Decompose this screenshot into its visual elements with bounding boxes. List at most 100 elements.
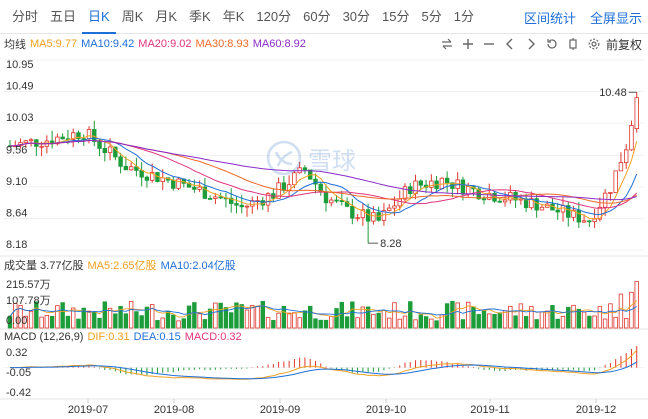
candle-body xyxy=(334,199,339,202)
volume-bar xyxy=(76,318,81,329)
arrow-right-icon[interactable] xyxy=(523,36,539,52)
volume-bar xyxy=(113,313,118,329)
volume-bar xyxy=(339,301,344,329)
volume-bar xyxy=(581,311,587,329)
candle-body xyxy=(81,138,86,141)
reset-icon[interactable] xyxy=(544,36,560,52)
candle-body xyxy=(571,209,576,218)
volume-bar xyxy=(592,315,597,329)
volume-bar xyxy=(207,308,213,329)
candle-style-icon[interactable] xyxy=(565,36,581,52)
macd-dea: DEA:0.15 xyxy=(133,331,181,343)
volume-bar xyxy=(392,302,397,329)
volume-bar xyxy=(255,306,260,329)
price-tick-label: 8.64 xyxy=(6,207,27,219)
volume-bar xyxy=(65,315,71,329)
volume-bar xyxy=(292,312,297,329)
candle-body xyxy=(86,129,92,140)
candle-body xyxy=(465,186,471,195)
zoom-in-icon[interactable] xyxy=(460,36,476,52)
candle-body xyxy=(371,212,376,222)
volume-bar xyxy=(529,306,534,329)
volume-bar xyxy=(186,305,192,329)
tab-9[interactable]: 30分 xyxy=(342,9,371,24)
tab-6[interactable]: 年K xyxy=(222,9,245,24)
tab-10[interactable]: 15分 xyxy=(382,9,410,24)
candle-body xyxy=(418,180,423,186)
volume-bar xyxy=(202,319,208,329)
candle-body xyxy=(613,170,618,193)
candle-body xyxy=(176,178,181,189)
range-stats-button[interactable]: 区间统计 xyxy=(523,10,576,26)
volume-bar xyxy=(71,307,76,329)
adjust-mode-select[interactable]: 前复权 xyxy=(605,37,642,52)
volume-ma5-line xyxy=(9,300,637,319)
volume-bar xyxy=(481,309,487,329)
arrow-left-icon[interactable] xyxy=(502,36,518,52)
volume-bar xyxy=(165,310,171,329)
tab-0[interactable]: 分时 xyxy=(12,9,39,24)
watermark-text: 雪球 xyxy=(308,146,356,175)
candle-body xyxy=(265,193,271,206)
swap-icon[interactable] xyxy=(439,36,455,52)
volume-bar xyxy=(244,309,250,329)
volume-bar xyxy=(613,316,618,329)
volume-bar xyxy=(413,319,418,329)
candle-body xyxy=(244,205,250,208)
candle-body xyxy=(281,182,287,191)
volume-bar xyxy=(92,311,97,329)
candle-body xyxy=(597,206,603,220)
tab-2[interactable]: 日K xyxy=(82,0,116,34)
tab-3[interactable]: 周K xyxy=(121,9,144,24)
zoom-out-icon[interactable] xyxy=(481,36,497,52)
settings-icon[interactable] xyxy=(586,36,602,52)
volume-bar xyxy=(192,302,197,329)
tab-11[interactable]: 5分 xyxy=(421,9,442,24)
macd-dif: DIF:0.31 xyxy=(87,331,130,343)
candle-body xyxy=(250,200,255,207)
candle-body xyxy=(313,178,318,185)
date-tick-label: 2019-09 xyxy=(260,404,300,416)
macd-tick-label: -0.05 xyxy=(6,367,31,379)
candle-body xyxy=(576,209,581,223)
volume-bar xyxy=(23,315,28,329)
tab-5[interactable]: 季K xyxy=(189,9,211,24)
volume-bar xyxy=(508,305,513,329)
candle-body xyxy=(444,177,450,184)
tab-4[interactable]: 月K xyxy=(155,9,178,24)
volume-bar xyxy=(576,308,581,329)
date-tick-label: 2019-10 xyxy=(366,404,406,416)
volume-bar xyxy=(260,301,265,329)
candle-body xyxy=(92,129,97,142)
candle-body xyxy=(587,220,592,223)
candle-body xyxy=(171,179,176,189)
tab-7[interactable]: 120分 xyxy=(256,9,292,24)
volume-bar xyxy=(587,315,592,329)
candle-body xyxy=(439,177,445,190)
low-marker-label: 8.28 xyxy=(380,238,401,250)
fullscreen-button[interactable]: 全屏显示 xyxy=(589,10,642,26)
volume-bar xyxy=(386,317,392,329)
volume-bar xyxy=(318,319,323,329)
volume-bar xyxy=(492,313,497,329)
candle-body xyxy=(502,199,508,203)
volume-bar xyxy=(597,306,603,329)
tab-1[interactable]: 五日 xyxy=(50,9,77,24)
tab-12[interactable]: 1分 xyxy=(453,9,474,24)
volume-bar xyxy=(539,311,545,329)
candle-body xyxy=(228,197,234,204)
candle-body xyxy=(329,199,334,204)
ma10-value: MA10:9.42 xyxy=(81,38,135,50)
candle-body xyxy=(128,166,134,171)
tab-8[interactable]: 60分 xyxy=(303,9,331,24)
volume-bar xyxy=(181,318,186,329)
candle-body xyxy=(386,207,392,211)
volume-bar xyxy=(334,308,339,329)
volume-bar xyxy=(18,305,23,329)
candle-body xyxy=(76,132,81,140)
date-tick-label: 2019-12 xyxy=(576,404,616,416)
candle-body xyxy=(149,172,155,181)
volume-bar xyxy=(560,315,566,329)
candle-body xyxy=(202,186,208,199)
